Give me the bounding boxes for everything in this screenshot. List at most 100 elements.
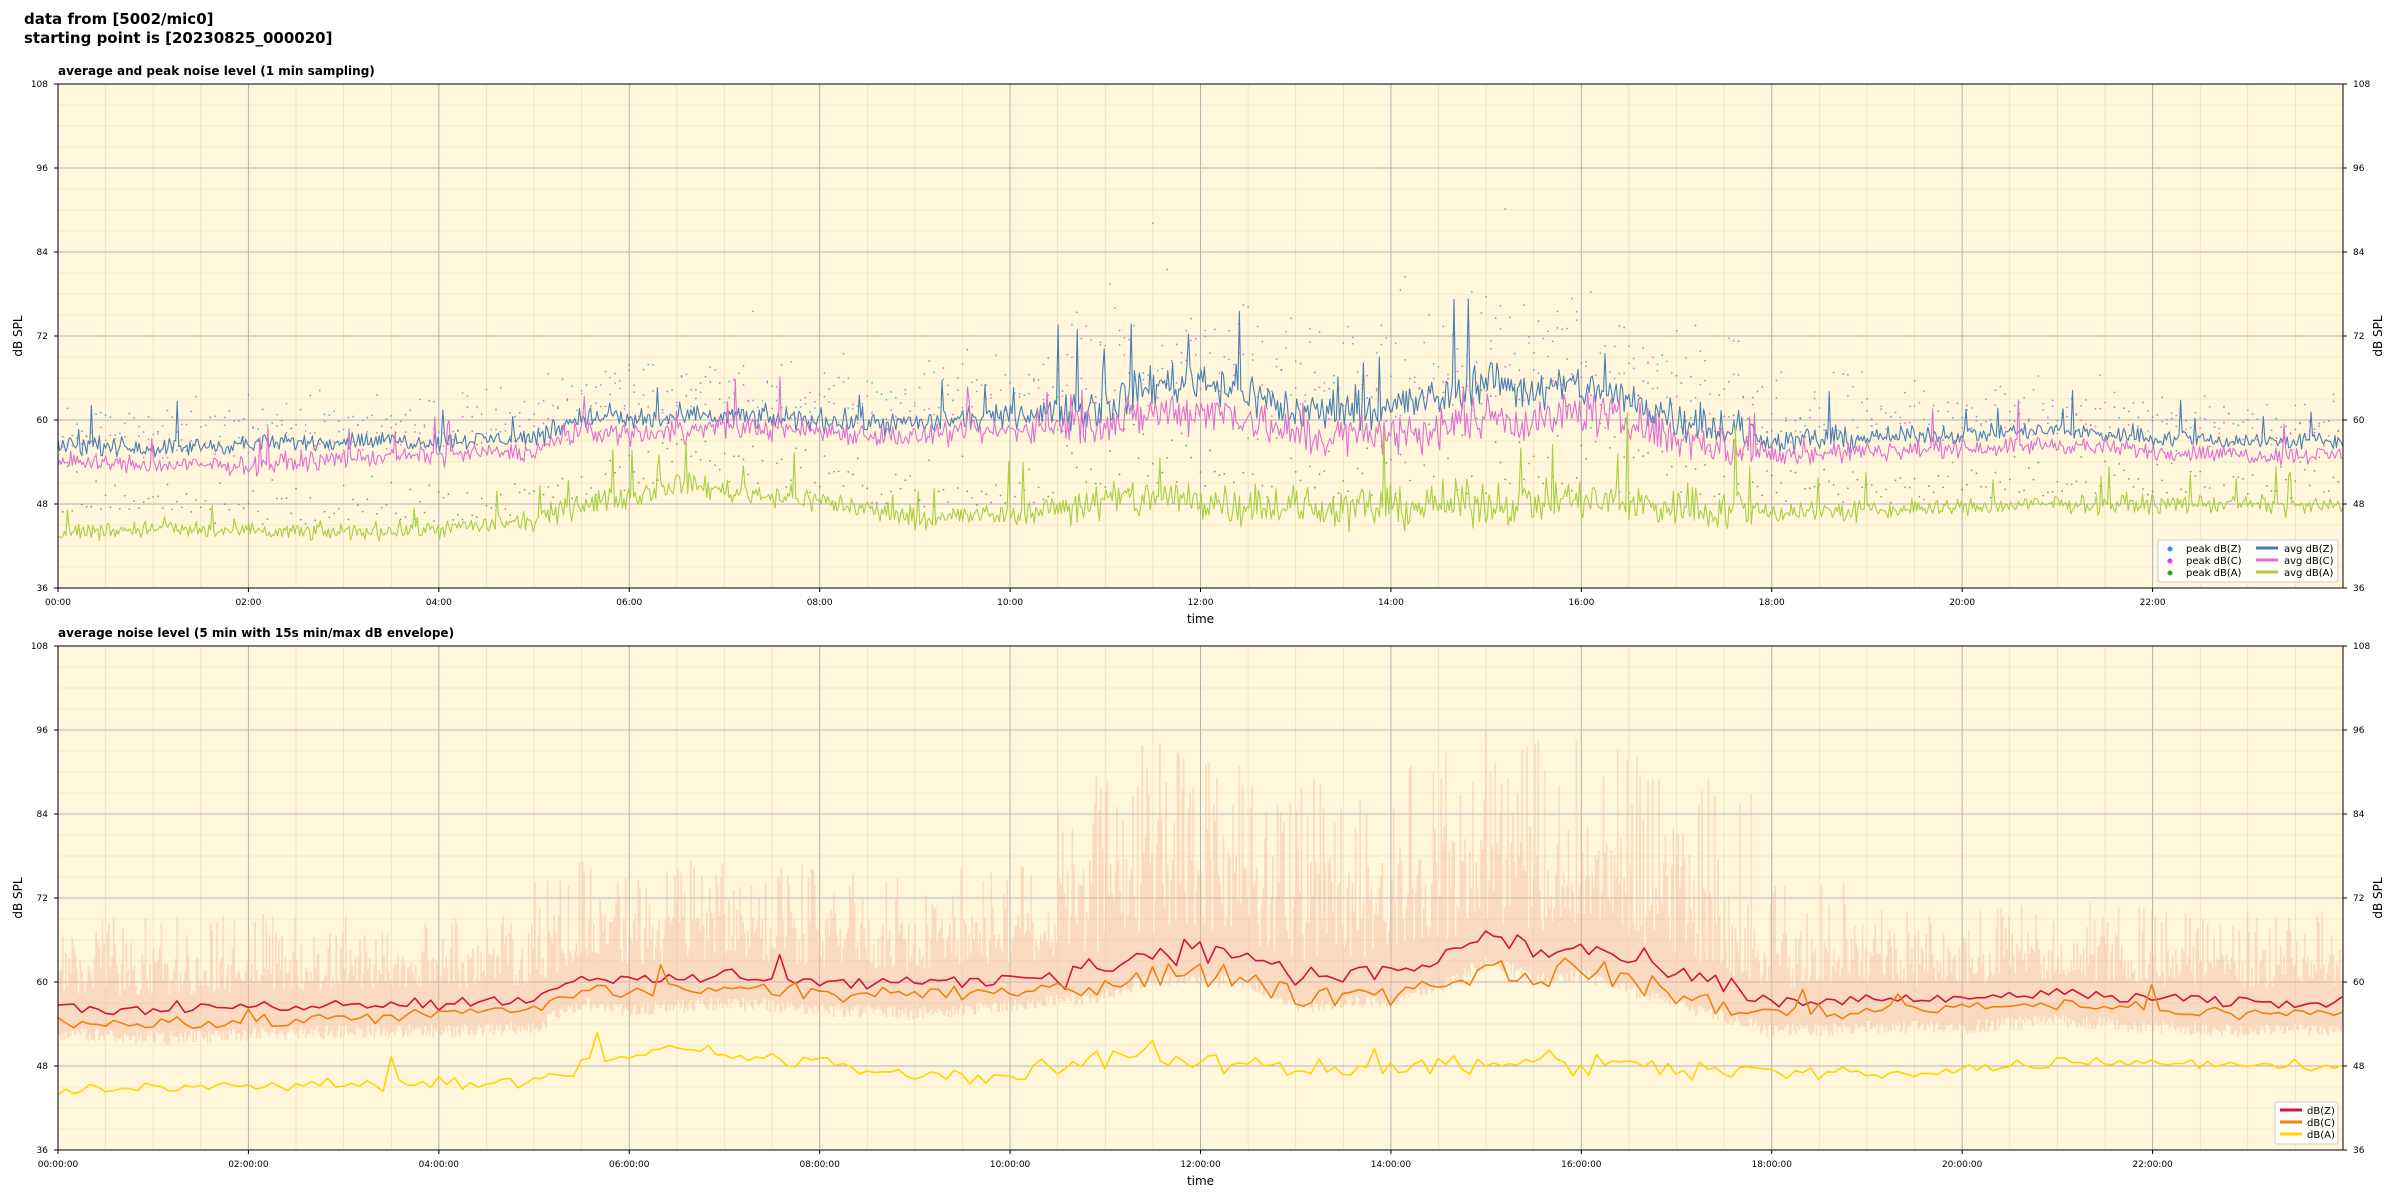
scatter-point [1756,485,1759,488]
scatter-point [2142,488,2144,490]
scatter-point [2151,419,2154,422]
scatter-point [1689,375,1692,378]
scatter-point [1894,479,1897,482]
scatter-point [2094,492,2097,495]
scatter-point [176,449,178,452]
scatter-point [1951,417,1954,419]
scatter-point [1547,456,1549,459]
scatter-point [547,417,550,420]
scatter-point [842,352,845,355]
scatter-point [561,477,564,480]
scatter-point [1718,394,1721,397]
scatter-point [1823,468,1826,471]
scatter-point [775,399,778,402]
scatter-point [495,408,497,411]
scatter-point [1561,328,1564,331]
scatter-point [1294,387,1297,389]
scatter-point [2065,406,2068,409]
scatter-point [342,484,345,487]
scatter-point [1523,478,1526,481]
scatter-point [1299,479,1302,482]
scatter-point [461,415,464,418]
scatter-point [1785,417,1787,420]
scatter-point [842,484,845,487]
scatter-point [775,385,778,388]
scatter-point [766,381,769,384]
scatter-point [2051,405,2054,408]
scatter-point [2270,429,2273,432]
x-tick-labels: 00:00:00 02:00:00 04:00:00 06:00:00 08:00:00… [38,1150,2173,1170]
scatter-point [380,506,383,509]
scatter-point [518,425,521,428]
scatter-point [809,411,812,414]
scatter-point [1956,402,1959,405]
scatter-point [1737,340,1740,342]
scatter-point [1328,450,1330,453]
scatter-point [794,447,797,450]
scatter-point [1532,351,1535,354]
scatter-point [1004,501,1007,504]
scatter-point [1180,432,1183,435]
scatter-point [1499,461,1502,464]
scatter-point [1404,358,1407,361]
scatter-point [114,437,117,440]
scatter-point [1385,461,1388,464]
scatter-point [1351,342,1354,345]
scatter-series-peak-db-z- [57,208,2340,441]
scatter-point [1447,377,1449,380]
scatter-point [1980,423,1983,425]
scatter-point [614,372,616,375]
scatter-point [1847,374,1849,376]
scatter-point [1866,398,1868,400]
scatter-point [204,499,207,502]
scatter-point [1728,380,1730,383]
scatter-point [1813,397,1816,400]
scatter-point [1351,336,1354,339]
scatter-point [837,470,840,473]
scatter-point [1570,489,1573,492]
scatter-point [471,415,474,418]
x-tick-label: 00:00 [45,598,71,608]
scatter-point [623,404,626,407]
scatter-point [1985,398,1987,401]
scatter-point [1761,494,1764,497]
scatter-point [1504,208,1507,210]
scatter-point [1713,417,1716,420]
scatter-point [247,393,250,396]
scatter-point [414,431,416,433]
scatter-point [628,364,631,366]
scatter-point [2008,419,2011,422]
scatter-point [1109,283,1111,286]
scatter-point [2223,484,2225,487]
scatter-point [661,442,664,444]
scatter-point [1547,330,1549,333]
scatter-point [2127,477,2130,480]
scatter-point [1266,407,1269,410]
scatter-point [1728,337,1730,340]
scatter-point [1037,486,1040,489]
scatter-point [1775,491,1778,494]
scatter-point [1589,291,1592,294]
minmax-envelope [57,730,2344,1045]
scatter-point [1375,351,1378,354]
line-series-avg-db-z- [57,298,2344,458]
y-axis-label-left: dB SPL [11,877,25,919]
x-tick-label: 00:00:00 [38,1160,79,1170]
scatter-point [985,493,988,496]
scatter-point [1766,470,1768,472]
scatter-point [1394,342,1397,345]
scatter-point [2013,455,2016,458]
x-tick-label: 14:00:00 [1371,1160,1412,1170]
scatter-point [61,510,64,513]
scatter-point [599,430,602,432]
scatter-point [1290,317,1292,320]
scatter-point [847,377,850,380]
scatter-point [1271,390,1273,393]
scatter-point [1704,359,1707,362]
scatter-point [237,436,240,439]
scatter-point [1818,425,1821,428]
scatter-point [337,507,340,510]
x-tick-label: 20:00:00 [1942,1160,1983,1170]
scatter-point [1470,290,1473,293]
scatter-point [942,367,945,369]
